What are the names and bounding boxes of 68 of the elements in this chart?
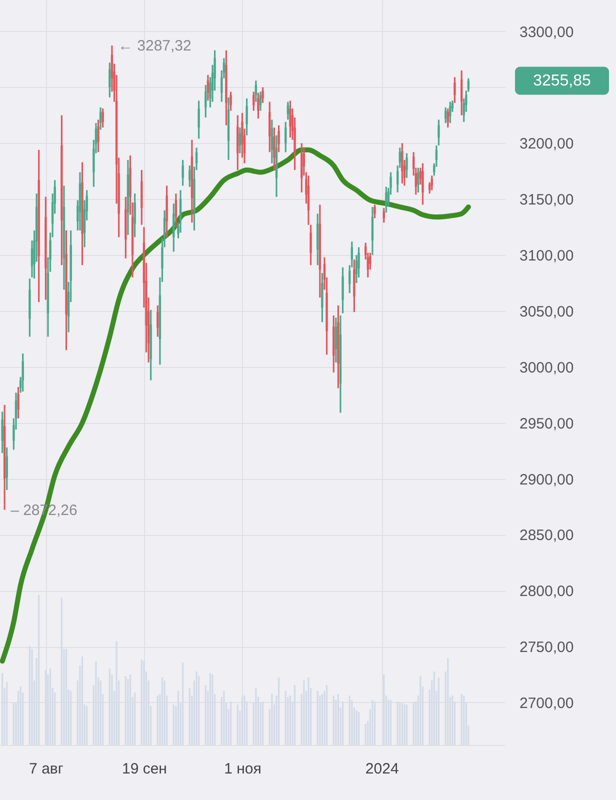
candlestick — [188, 164, 191, 188]
candlestick — [17, 386, 20, 420]
x-tick-label: 19 сен — [122, 760, 167, 778]
candlestick — [238, 126, 242, 154]
candlestick — [257, 92, 260, 120]
candlestick — [417, 166, 420, 194]
candlestick — [310, 224, 312, 266]
y-tick-label: 2900,00 — [520, 471, 574, 488]
y-tick-label: 2850,00 — [520, 527, 574, 544]
candlestick — [102, 108, 104, 128]
candlestick — [156, 304, 159, 338]
candlestick — [134, 192, 136, 238]
candlestick — [99, 106, 102, 131]
candlestick — [446, 108, 449, 128]
candlestick — [385, 186, 388, 214]
candlestick — [460, 70, 463, 116]
candlestick — [406, 152, 408, 179]
y-tick-label: 3000,00 — [520, 359, 574, 376]
candlestick — [230, 90, 232, 112]
y-tick-label: 2800,00 — [520, 583, 574, 600]
y-tick-label: 2950,00 — [520, 415, 574, 432]
candlestick — [22, 352, 24, 392]
candlestick — [374, 204, 376, 219]
candlestick — [198, 100, 200, 140]
candlestick — [438, 118, 440, 146]
candlestick — [334, 316, 338, 364]
candlestick — [401, 142, 404, 184]
candlestick — [204, 84, 207, 118]
candlestick — [6, 446, 8, 491]
candlestick — [289, 100, 292, 138]
candlestick — [270, 118, 274, 164]
candlestick — [273, 126, 276, 171]
candlestick — [108, 62, 111, 98]
candlestick — [422, 162, 424, 206]
y-tick-label: 3100,00 — [520, 248, 574, 265]
x-tick-label: 2024 — [365, 760, 399, 778]
candlestick — [284, 121, 287, 153]
candlestick — [65, 230, 68, 351]
y-tick-label: 3300,00 — [520, 24, 574, 41]
candlestick — [262, 86, 264, 104]
x-tick-label: 7 авг — [29, 760, 64, 778]
candlestick — [454, 76, 456, 104]
candlestick — [342, 266, 344, 314]
candlestick — [278, 124, 280, 153]
y-tick-label: 2750,00 — [520, 639, 574, 656]
x-tick-label: 1 ноя — [224, 760, 262, 778]
candlestick — [254, 80, 258, 103]
y-tick-label: 3150,00 — [520, 192, 574, 209]
y-tick-label: 3050,00 — [520, 303, 574, 320]
candlestick — [81, 161, 84, 266]
candlestick — [449, 100, 452, 124]
candlestick — [286, 100, 290, 120]
candlestick — [1, 410, 4, 454]
candlestick — [172, 202, 175, 252]
candlestick — [206, 74, 210, 102]
candlestick — [182, 159, 184, 186]
candlestick — [246, 98, 248, 136]
candlestick — [444, 106, 447, 124]
candlestick — [225, 50, 228, 126]
candlestick — [97, 118, 100, 153]
candlestick — [174, 192, 178, 228]
y-tick-label: 3200,00 — [520, 136, 574, 153]
candlestick — [252, 90, 255, 112]
candlestick — [259, 90, 262, 112]
text: 3255,85 — [533, 72, 592, 90]
annotation: ← 3287,32 — [118, 38, 192, 55]
candlestick — [371, 206, 374, 256]
y-tick-label: 2700,00 — [520, 694, 574, 712]
